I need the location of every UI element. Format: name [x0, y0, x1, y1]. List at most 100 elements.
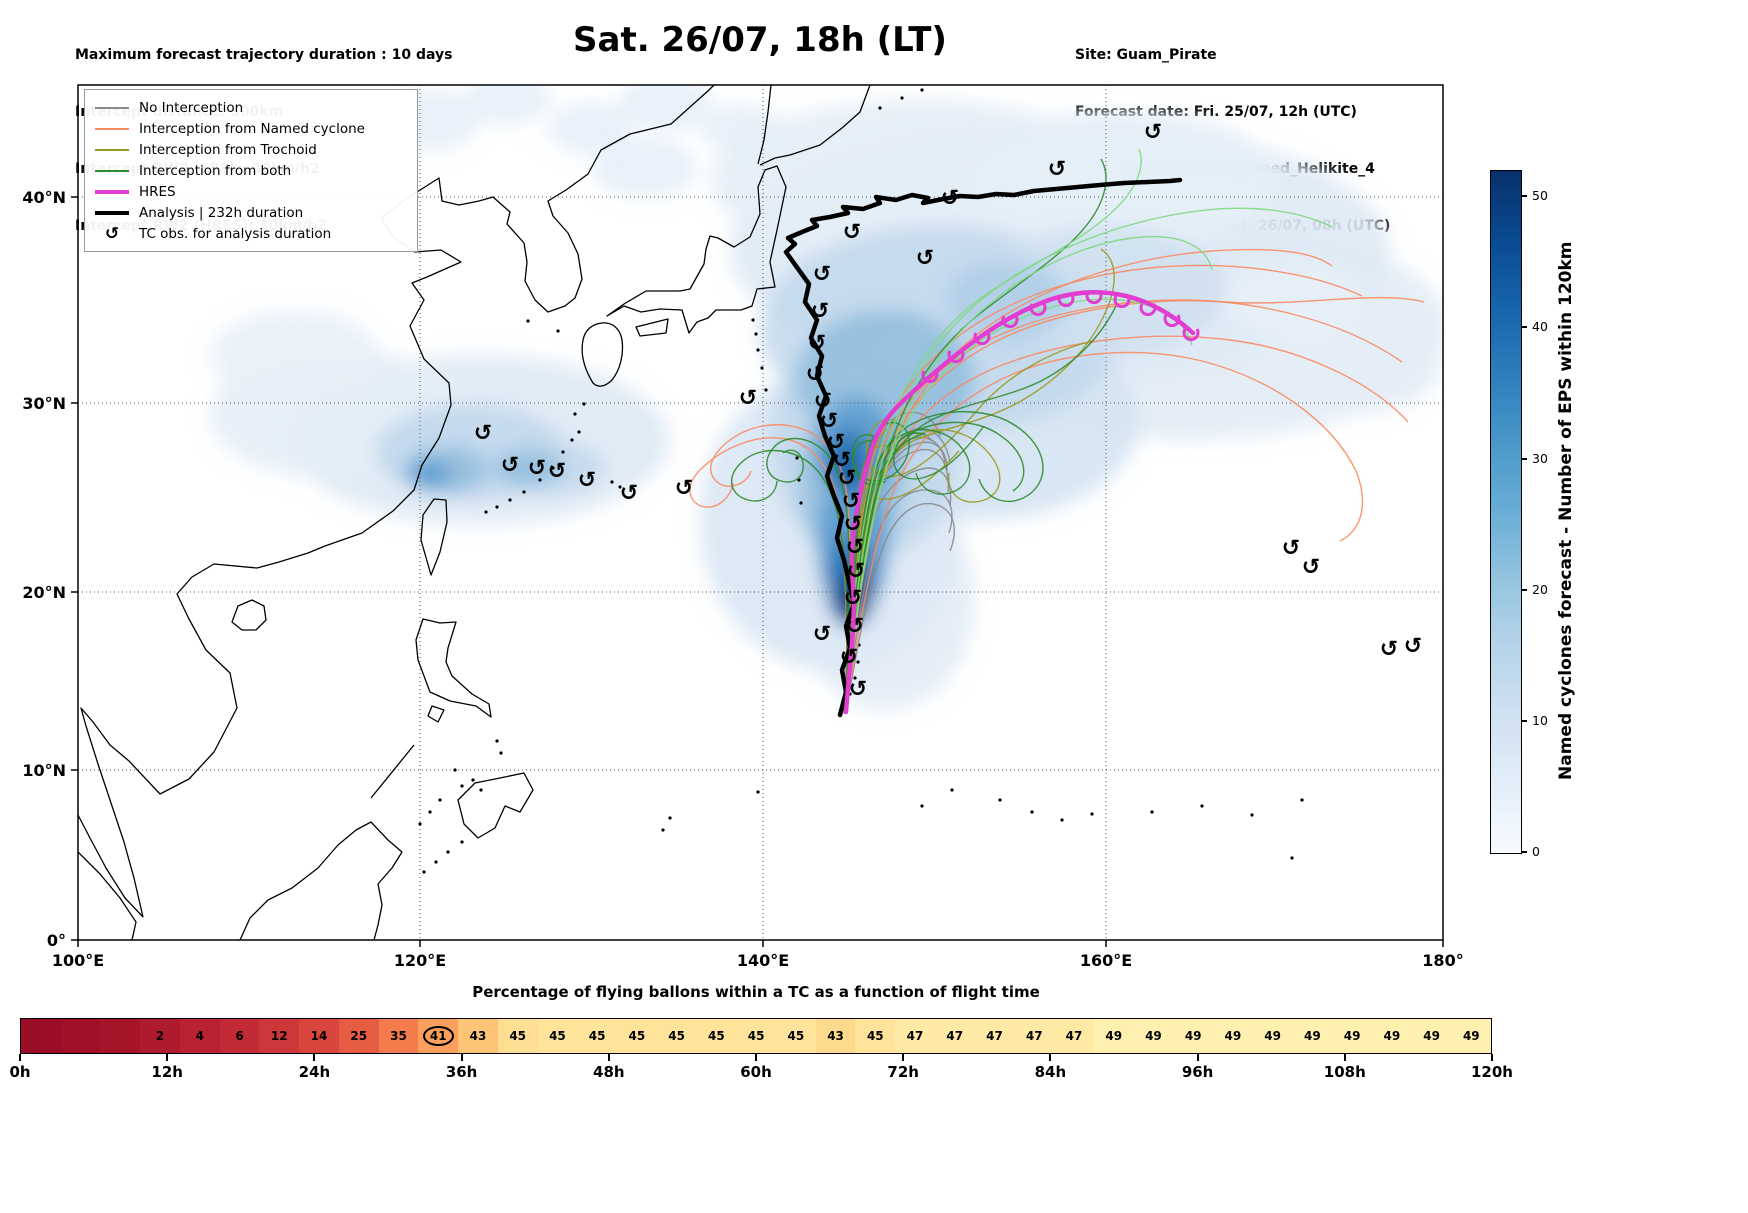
tc-obs-icon: ↺ [1380, 637, 1398, 662]
island-dot [479, 788, 483, 792]
trajectory-named [845, 351, 1364, 713]
island-dot [556, 329, 560, 333]
island-dot [998, 798, 1002, 802]
flight-time-cell: 47 [934, 1019, 975, 1053]
coastlines [78, 85, 1304, 940]
flight-time-cell: 49 [1173, 1019, 1214, 1053]
y-tick-label: 40°N [22, 188, 66, 207]
island-dot [797, 478, 801, 482]
percentage-value: 45 [668, 1029, 685, 1043]
island-dot [522, 490, 526, 494]
tc-obs-icon: ↺ [620, 481, 638, 506]
percentage-value: 43 [469, 1029, 487, 1043]
tc-obs-icon: ↺ [474, 421, 492, 446]
tc-obs-icon: ↺ [916, 246, 934, 271]
colorbar-tick [1522, 588, 1527, 591]
y-tick-label: 20°N [22, 583, 66, 602]
island-dot [499, 751, 503, 755]
percentage-value: 49 [1264, 1029, 1281, 1043]
tc-obs-icon: ↺ [838, 466, 856, 491]
tc-obs-icon: ↺ [578, 468, 596, 493]
percentage-value: 45 [628, 1029, 646, 1043]
hres-barb [1113, 295, 1131, 309]
flight-time-axis-tick [1491, 1054, 1493, 1061]
flight-time-cell: 45 [537, 1019, 578, 1053]
flight-time-cell: 49 [1252, 1019, 1293, 1053]
island-dot [446, 850, 450, 854]
trajectory-both [766, 437, 851, 711]
flight-time-cell: 35 [378, 1019, 419, 1053]
percentage-value: 45 [708, 1029, 725, 1043]
percentage-value: 4 [195, 1029, 204, 1043]
trajectory-both [845, 421, 910, 713]
percentage-value: 49 [1462, 1029, 1480, 1043]
trajectory-both [845, 305, 1117, 713]
flight-time-cell [21, 1019, 61, 1053]
eps-colorbar [1490, 170, 1522, 854]
flight-time-axis-tick [902, 1054, 905, 1061]
map-frame [77, 84, 1444, 941]
flight-time-axis-tick [19, 1054, 21, 1061]
tc-obs-icon: ↺ [814, 389, 832, 414]
legend-item: Interception from Named cyclone [95, 118, 407, 139]
flight-time-axis-tick [1049, 1054, 1052, 1061]
density-blob [619, 85, 711, 131]
percentage-value: 49 [1304, 1029, 1321, 1043]
flight-time-cell: 49 [1133, 1019, 1174, 1053]
max-duration-line: Maximum forecast trajectory duration : 1… [75, 47, 453, 63]
x-tick-label: 160°E [1080, 951, 1132, 970]
flight-time-cell: 6 [219, 1019, 260, 1053]
legend-line-swatch [95, 189, 129, 194]
page-title: Sat. 26/07, 18h (LT) [573, 20, 947, 60]
percentage-value: 25 [350, 1029, 368, 1043]
island-dot [661, 828, 665, 832]
y-tick-label: 30°N [22, 394, 66, 413]
flight-time-cell: 45 [775, 1019, 816, 1053]
island-dot [856, 660, 860, 664]
island-dot [1030, 810, 1034, 814]
flight-time-axis-tick [166, 1054, 169, 1061]
hres-barbs [921, 291, 1200, 384]
coastline [420, 498, 448, 576]
density-blob [466, 85, 550, 124]
island-dot [460, 840, 464, 844]
percentage-value: 47 [1065, 1029, 1083, 1043]
tc-obs-icon: ↺ [847, 559, 865, 584]
legend-item-label: Interception from Trochoid [139, 141, 317, 158]
coastline [78, 814, 144, 918]
flight-time-axis-tick [1196, 1054, 1199, 1061]
island-dot [1290, 856, 1294, 860]
island-dot [668, 816, 672, 820]
tc-obs-icon: ↺ [846, 535, 864, 560]
percentage-value: 2 [155, 1029, 165, 1043]
x-tick-label: 100°E [52, 951, 104, 970]
flight-time-chart-title: Percentage of flying ballons within a TC… [472, 983, 1040, 1001]
legend-item: Interception from Trochoid [95, 139, 407, 160]
island-dot [756, 790, 760, 794]
density-blob [960, 110, 1280, 250]
flight-time-cell: 49 [1213, 1019, 1253, 1053]
colorbar-tick [1522, 195, 1527, 198]
hres-barb [921, 370, 939, 384]
flight-time-cell: 45 [855, 1019, 896, 1053]
island-dot [538, 478, 542, 482]
percentage-value: 14 [310, 1029, 328, 1043]
flight-time-cell: 14 [299, 1019, 339, 1053]
tc-obs-icon: ↺ [104, 223, 120, 244]
island-dot [1090, 812, 1094, 816]
trajectory-named [845, 264, 1363, 711]
flight-time-axis-tick [1343, 1054, 1346, 1061]
colorbar-tick-label: 50 [1532, 188, 1548, 204]
coastline [239, 821, 403, 940]
island-dot [577, 430, 581, 434]
tc-obs-icon: ↺ [820, 409, 838, 434]
site-line: Site: Guam_Pirate [1075, 47, 1217, 63]
island-dot [950, 788, 954, 792]
island-dot [570, 438, 574, 442]
island-dot [618, 485, 622, 489]
flight-time-cell: 45 [656, 1019, 697, 1053]
tc-obs-icon: ↺ [813, 622, 831, 647]
colorbar-tick [1522, 719, 1527, 722]
island-dot [920, 804, 924, 808]
island-dot [1300, 798, 1304, 802]
